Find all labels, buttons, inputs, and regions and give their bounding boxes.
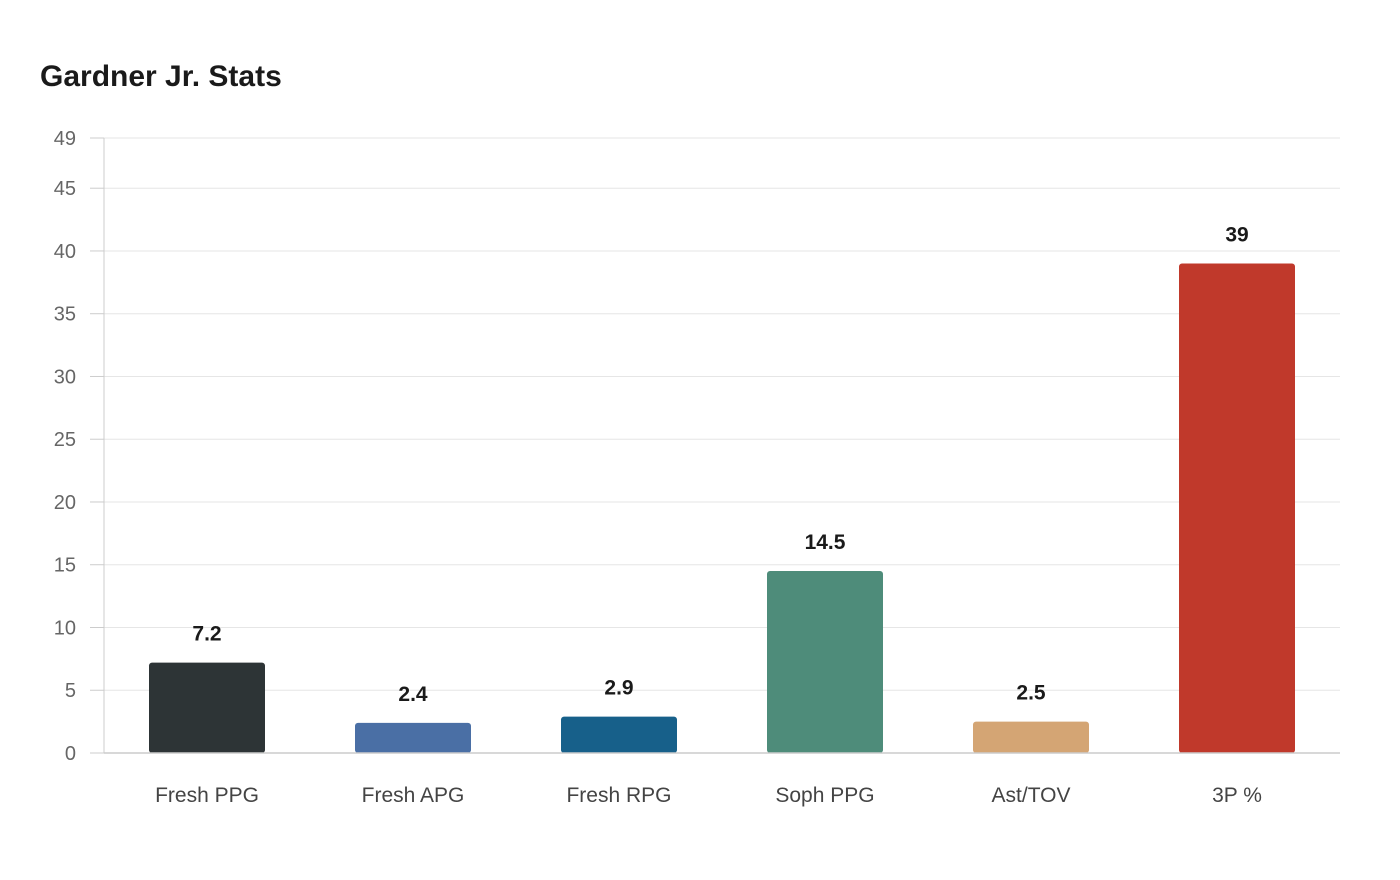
x-axis-categories: Fresh PPG Fresh APG Fresh RPG Soph PPG Ast/T… bbox=[155, 784, 1262, 807]
y-tick-label: 0 bbox=[65, 743, 76, 765]
x-category-label: Fresh PPG bbox=[155, 784, 259, 807]
data-label: 7.2 bbox=[192, 623, 221, 646]
bar-ast-tov bbox=[973, 721, 1089, 753]
data-label: 2.5 bbox=[1016, 682, 1046, 705]
y-tick-label: 30 bbox=[54, 366, 76, 388]
gridlines bbox=[104, 137, 1340, 691]
bar-soph-ppg bbox=[767, 571, 883, 753]
y-tick-label: 45 bbox=[54, 178, 76, 200]
x-category-label: Fresh APG bbox=[362, 784, 465, 807]
bar-fresh-ppg bbox=[149, 662, 265, 753]
y-tick-label: 35 bbox=[54, 304, 76, 326]
y-tick-label: 40 bbox=[54, 241, 76, 263]
x-category-label: Ast/TOV bbox=[992, 784, 1071, 807]
x-category-label: Fresh RPG bbox=[566, 784, 671, 807]
bar-3p bbox=[1179, 263, 1295, 753]
data-label: 39 bbox=[1225, 224, 1248, 247]
y-tick-label: 20 bbox=[54, 492, 76, 514]
bar-fresh-apg bbox=[355, 722, 471, 753]
x-category-label: Soph PPG bbox=[775, 784, 874, 807]
chart-title: Gardner Jr. Stats bbox=[40, 60, 282, 93]
y-tick-label: 25 bbox=[54, 429, 76, 451]
y-axis-ticks: 0 5 10 15 20 25 30 35 40 45 49 bbox=[54, 128, 104, 765]
data-label: 2.9 bbox=[604, 677, 633, 700]
data-label: 2.4 bbox=[398, 683, 428, 706]
data-labels: 7.2 2.4 2.9 14.5 2.5 39 bbox=[192, 224, 1248, 706]
y-tick-label: 15 bbox=[54, 555, 76, 577]
y-tick-label: 49 bbox=[54, 128, 76, 150]
bar-fresh-rpg bbox=[561, 716, 677, 753]
y-tick-label: 5 bbox=[65, 680, 76, 702]
y-tick-label: 10 bbox=[54, 617, 76, 639]
data-label: 14.5 bbox=[805, 531, 846, 554]
bars bbox=[149, 263, 1295, 753]
x-category-label: 3P % bbox=[1212, 784, 1262, 807]
